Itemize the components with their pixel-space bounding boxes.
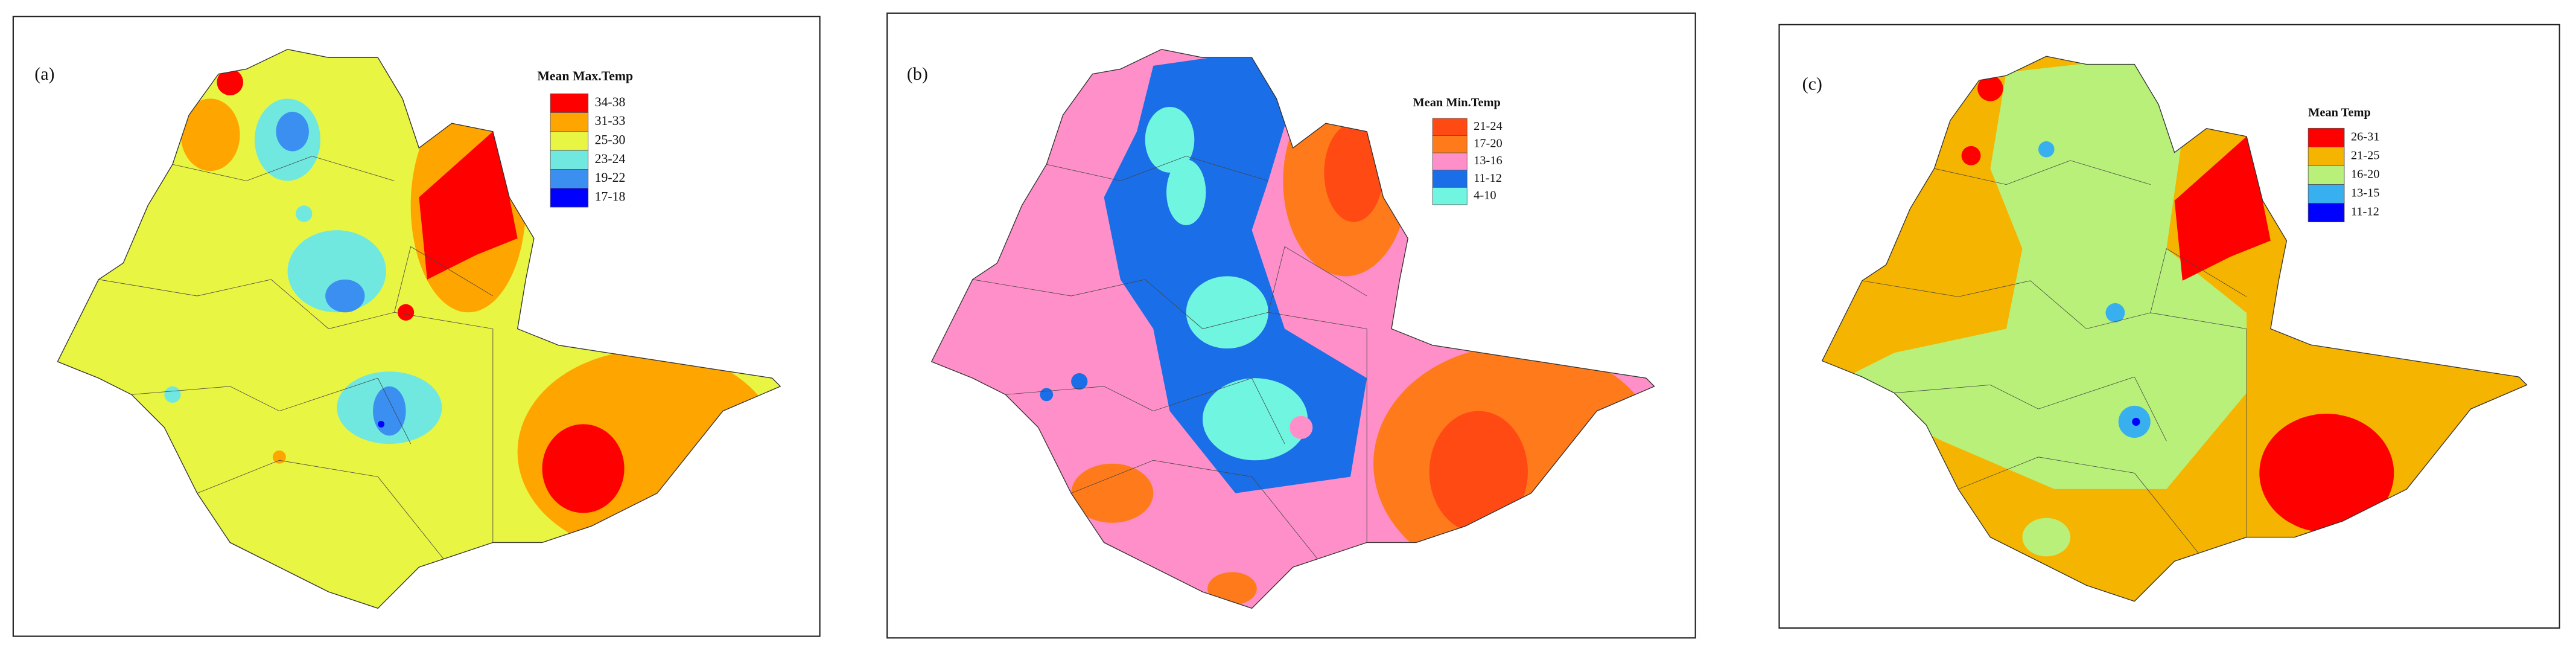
legend-label: 19-22 [595, 170, 626, 185]
zone [1186, 276, 1268, 349]
zone [1071, 373, 1088, 390]
zone [2132, 417, 2140, 426]
zone [1166, 159, 1206, 225]
legend-title: Mean Min.Temp [1413, 96, 1501, 109]
zone [296, 205, 313, 222]
legend-swatch [2307, 165, 2345, 185]
legend-swatch [1432, 118, 1468, 136]
legend-swatch [2307, 203, 2345, 222]
legend-label: 16-20 [2351, 168, 2380, 181]
zone [217, 69, 244, 95]
legend-label: 13-16 [1474, 154, 1503, 167]
zone [1961, 146, 1981, 165]
legend-swatch [550, 150, 589, 170]
zone [1429, 411, 1528, 533]
zone [1207, 572, 1257, 605]
zone [1202, 378, 1308, 461]
zone [1071, 463, 1154, 523]
legend-label: 23-24 [595, 152, 626, 166]
legend-swatch [550, 131, 589, 151]
legend-label: 11-12 [2351, 205, 2379, 219]
zone [2105, 303, 2125, 322]
zone [378, 420, 385, 428]
zone [397, 304, 415, 321]
zone [1977, 75, 2003, 101]
legend-label: 25-30 [595, 132, 626, 147]
zone [1324, 123, 1384, 222]
legend-label: 4-10 [1474, 188, 1496, 202]
zone [2259, 414, 2394, 533]
legend-label: 21-24 [1474, 120, 1503, 133]
legend-label: 31-33 [595, 114, 626, 128]
legend-swatch [550, 93, 589, 113]
zone [1040, 388, 1054, 402]
panel-label: (a) [34, 64, 54, 84]
legend-swatch [2307, 184, 2345, 204]
legend-swatch [1432, 135, 1468, 153]
legend-swatch [1432, 187, 1468, 205]
legend-swatch [1432, 152, 1468, 171]
zone [373, 386, 406, 436]
zone [542, 424, 625, 513]
legend-label: 17-18 [595, 189, 626, 204]
zone [276, 112, 309, 152]
zone [1830, 56, 2247, 489]
zone [325, 279, 365, 313]
labels: (a) Mean Max.Temp 34-38 31-33 25-30 23-24 19-2… [34, 64, 2380, 222]
panel-label: (b) [907, 64, 928, 84]
legend-label: 26-31 [2351, 130, 2380, 144]
zone [2174, 136, 2271, 281]
legend-swatch [550, 188, 589, 208]
zone [419, 131, 518, 280]
legend-swatch [2307, 127, 2345, 147]
panel-label: (c) [1802, 74, 1822, 94]
legend-title: Mean Temp [2308, 106, 2371, 120]
zone [2038, 141, 2055, 158]
legend-swatch [2307, 146, 2345, 166]
zone [180, 98, 240, 172]
legend-swatch [550, 112, 589, 132]
legend-label: 13-15 [2351, 187, 2380, 200]
legend-title: Mean Max.Temp [537, 69, 633, 83]
zone [1145, 106, 1195, 173]
zone [1290, 415, 1313, 439]
zone [273, 450, 286, 464]
zone [164, 386, 181, 403]
legend-swatch [550, 169, 589, 189]
legend-label: 11-12 [1474, 172, 1502, 185]
legend-swatch [1432, 170, 1468, 188]
zone [2022, 518, 2071, 557]
legend-label: 21-25 [2351, 149, 2380, 162]
legend-label: 34-38 [595, 95, 626, 109]
legend-label: 17-20 [1474, 137, 1503, 150]
